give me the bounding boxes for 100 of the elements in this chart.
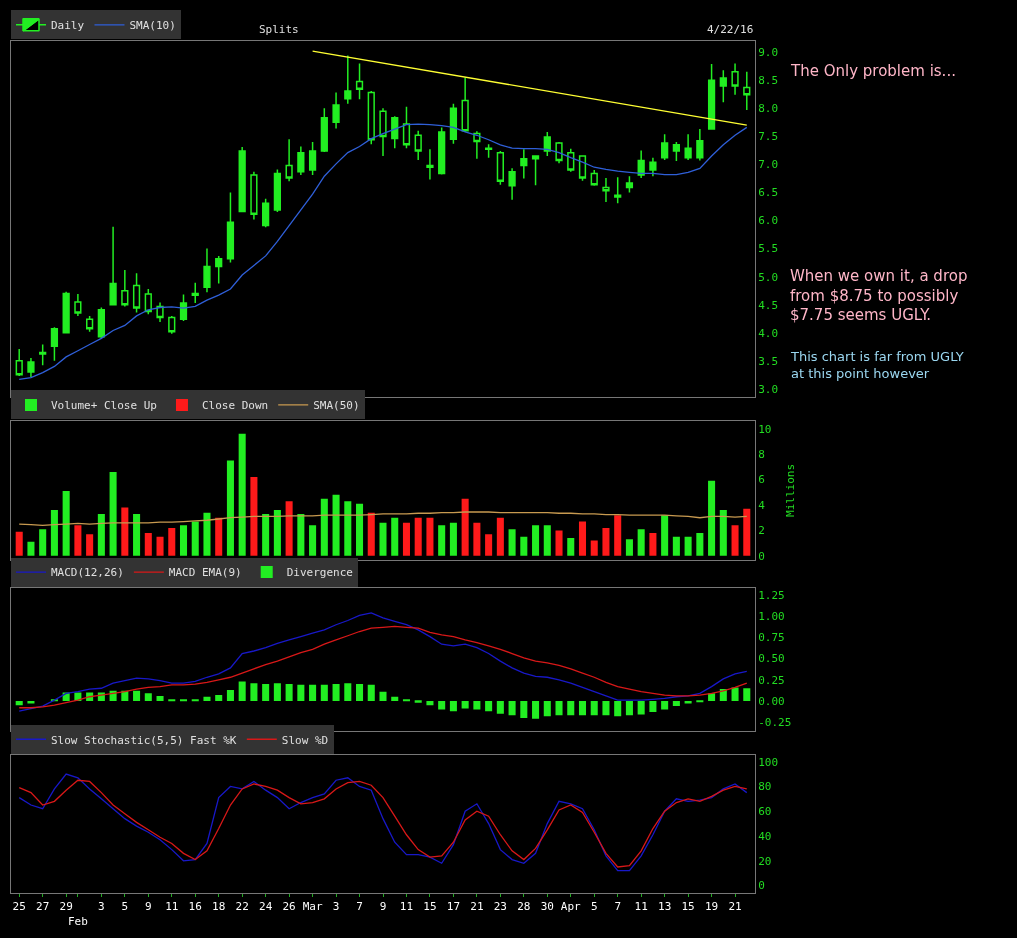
y-tick-label: 6.0: [758, 214, 779, 228]
bar: [309, 525, 317, 556]
bar: [473, 522, 481, 556]
y-tick-label: 80: [758, 780, 772, 794]
candlestick: [484, 143, 493, 159]
candlestick: [402, 105, 411, 149]
bar: [684, 700, 692, 704]
bar: [696, 700, 704, 703]
bar: [438, 525, 446, 556]
bar: [661, 700, 669, 710]
candlestick: [567, 147, 575, 173]
x-tick-label: 19: [704, 900, 719, 914]
bar: [320, 498, 328, 556]
legend-label: Slow %D: [281, 733, 329, 747]
text: This chart is far from UGLY at this point however: [790, 349, 964, 381]
bar: [543, 700, 551, 717]
bar: [731, 525, 739, 556]
x-tick-label: 21: [470, 900, 484, 914]
bar: [473, 700, 481, 710]
candlestick: [367, 90, 375, 145]
candlestick: [297, 145, 305, 176]
bar: [578, 521, 587, 556]
candlestick: [39, 343, 47, 367]
candlestick: [590, 169, 598, 187]
bar: [426, 700, 434, 706]
bar: [485, 534, 493, 556]
candlestick: [355, 62, 364, 101]
y-tick-label: 10: [758, 422, 772, 436]
bar: [27, 541, 35, 556]
x-tick-label: 29: [59, 900, 73, 914]
bar: [156, 536, 164, 556]
x-tick-label: 9: [379, 900, 387, 914]
bar: [590, 700, 598, 716]
bar: [602, 700, 610, 716]
candlestick: [520, 148, 528, 180]
bar: [567, 538, 575, 556]
bar: [578, 700, 587, 716]
candlestick: [391, 115, 399, 149]
candlestick: [27, 357, 35, 378]
bar: [309, 684, 317, 701]
candlestick: [508, 167, 516, 201]
y-tick-label: 20: [758, 854, 772, 868]
y-tick-label: 4.5: [758, 298, 779, 312]
legend-label: SMA(50): [313, 399, 360, 413]
bar: [238, 433, 246, 556]
bar: [508, 700, 516, 716]
y-tick-label: 0.25: [758, 673, 785, 687]
bar: [273, 510, 281, 556]
bar: [625, 539, 633, 556]
candlestick: [661, 133, 669, 161]
bar: [426, 517, 434, 556]
x-tick-label: 7: [356, 900, 363, 914]
bar: [602, 527, 610, 556]
x-tick-label: 3: [332, 900, 340, 914]
y-tick-label: 7.5: [758, 130, 779, 144]
candlestick: [414, 130, 422, 161]
bar: [567, 700, 575, 716]
x-tick-label: 7: [614, 900, 622, 914]
y-tick-label: 4.0: [758, 326, 779, 340]
legend-label: MACD(12,26): [51, 566, 124, 580]
bar: [367, 512, 375, 556]
bar: [273, 683, 281, 701]
candlestick: [602, 177, 610, 203]
x-tick-label: Feb: [67, 914, 88, 928]
candlestick: [262, 197, 270, 229]
candlestick: [578, 155, 587, 182]
legend-label: Slow Stochastic(5,5) Fast %K: [51, 733, 237, 747]
x-tick-label: 11: [165, 900, 179, 914]
y-tick-label: 0: [758, 549, 765, 563]
y-tick-label: 0.00: [758, 694, 785, 708]
candlestick: [438, 126, 446, 176]
y-tick-label: 3.5: [758, 354, 779, 368]
bar: [332, 494, 340, 556]
bar: [215, 695, 223, 701]
candlestick: [625, 175, 634, 194]
candlestick: [273, 168, 282, 213]
line-series: [18, 123, 748, 380]
bar: [203, 696, 211, 701]
candlestick: [74, 293, 82, 317]
x-tick-label: 28: [517, 900, 531, 914]
y-tick-label: 1.00: [758, 610, 785, 624]
bar: [367, 684, 375, 701]
x-tick-label: 15: [423, 900, 437, 914]
legend-label: SMA(10): [129, 19, 176, 33]
candlestick: [132, 272, 141, 314]
candlestick: [226, 191, 235, 264]
bar: [555, 530, 563, 556]
x-tick-label: 5: [590, 900, 598, 914]
bar: [179, 699, 188, 702]
bar: [414, 700, 422, 703]
bar: [109, 471, 117, 556]
x-tick-label: 11: [634, 900, 648, 914]
candlestick: [109, 225, 117, 306]
x-tick-label: 18: [212, 900, 226, 914]
bar: [649, 532, 657, 556]
bar: [614, 700, 622, 717]
bar: [285, 684, 293, 701]
bar: [39, 529, 47, 556]
bar: [15, 531, 23, 556]
bar: [743, 508, 751, 556]
